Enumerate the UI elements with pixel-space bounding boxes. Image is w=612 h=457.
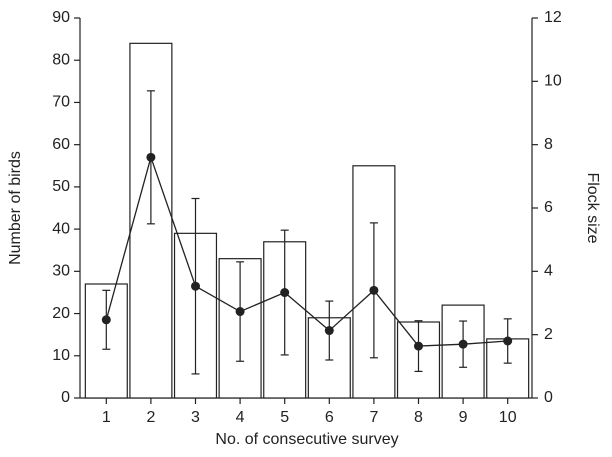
- y2-tick-label: 2: [544, 326, 553, 343]
- point: [280, 288, 290, 298]
- y-tick-label: 0: [61, 389, 70, 406]
- x-tick-label: 5: [280, 409, 289, 426]
- y2-axis-label: Flock size: [584, 172, 601, 243]
- y-tick-label: 40: [52, 220, 70, 237]
- x-tick-label: 10: [499, 409, 517, 426]
- point: [324, 326, 334, 336]
- y-tick-label: 60: [52, 136, 70, 153]
- line: [105, 155, 508, 347]
- y2-tick-label: 8: [544, 136, 553, 153]
- point: [101, 315, 111, 325]
- x-tick-label: 7: [369, 409, 378, 426]
- x-axis-label: No. of consecutive survey: [215, 431, 398, 448]
- point: [458, 339, 468, 349]
- x-tick-label: 6: [325, 409, 334, 426]
- point: [503, 336, 513, 346]
- y-tick-label: 90: [52, 9, 70, 26]
- point: [369, 285, 379, 295]
- y-tick-label: 50: [52, 178, 70, 195]
- y2-tick-label: 12: [544, 9, 562, 26]
- y-tick-label: 80: [52, 51, 70, 68]
- y-tick-label: 10: [52, 347, 70, 364]
- x-tick-label: 4: [236, 409, 245, 426]
- point: [235, 307, 245, 317]
- point: [191, 281, 200, 291]
- x-tick-label: 3: [191, 409, 200, 426]
- y2-tick-label: 10: [544, 73, 562, 90]
- y-tick-label: 30: [52, 263, 70, 280]
- x-tick-label: 1: [102, 409, 111, 426]
- y-axis-label: Number of birds: [7, 151, 24, 265]
- y-tick-label: 70: [52, 94, 70, 111]
- y2-tick-label: 0: [544, 389, 553, 406]
- y2-tick-label: 6: [544, 199, 553, 216]
- y-tick-label: 20: [52, 305, 70, 322]
- x-tick-label: 2: [146, 409, 155, 426]
- x-tick-label: 9: [459, 409, 468, 426]
- y2-tick-label: 4: [544, 263, 553, 280]
- point: [414, 341, 423, 351]
- x-tick-label: 8: [414, 409, 423, 426]
- point: [146, 152, 156, 162]
